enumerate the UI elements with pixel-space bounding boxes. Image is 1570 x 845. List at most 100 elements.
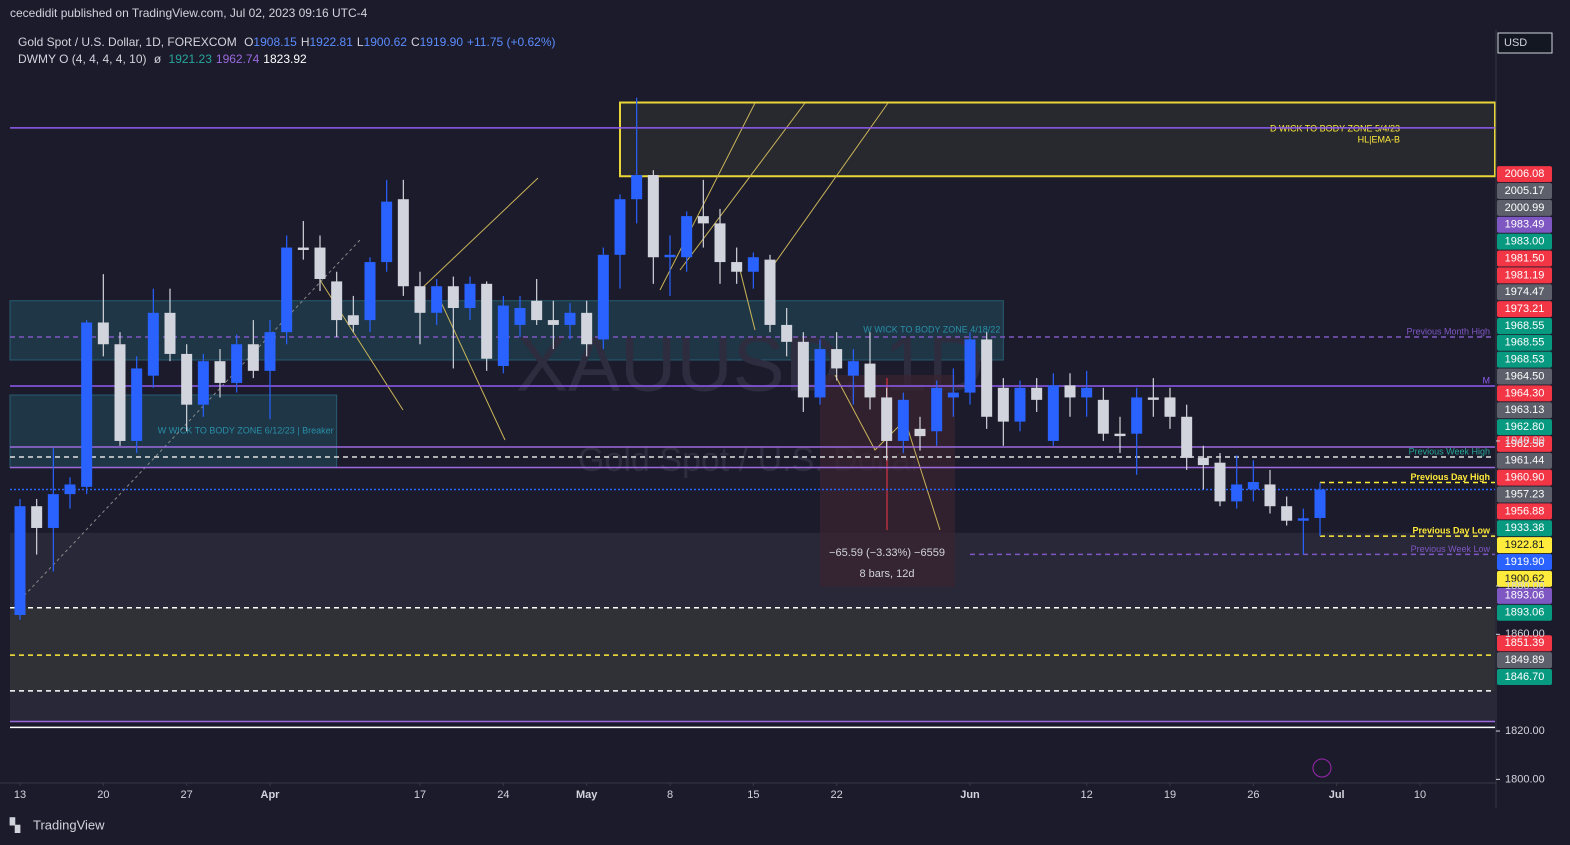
candle-body bbox=[631, 175, 643, 200]
y-tick-label: 1880.00 bbox=[1505, 580, 1545, 592]
price-tag bbox=[1497, 216, 1552, 233]
x-tick-label: 26 bbox=[1247, 789, 1259, 801]
price-tag bbox=[1497, 419, 1552, 436]
price-tag-label: 1893.06 bbox=[1505, 607, 1545, 619]
x-tick-label: 27 bbox=[181, 789, 193, 801]
indicator-symbol: ø bbox=[153, 52, 162, 66]
x-tick-label: Apr bbox=[261, 789, 281, 801]
candle-body bbox=[964, 339, 976, 393]
price-tag-label: 1919.90 bbox=[1505, 556, 1545, 568]
candle-body bbox=[597, 254, 609, 340]
candle-body bbox=[1114, 433, 1126, 437]
ohlc-value: 1900.62 bbox=[363, 35, 407, 49]
level-label: Previous Month High bbox=[1406, 326, 1490, 336]
candle-body bbox=[1231, 484, 1243, 502]
currency: USD bbox=[1504, 37, 1527, 49]
price-tag bbox=[1497, 199, 1552, 216]
x-tick-label: 20 bbox=[97, 789, 109, 801]
zone bbox=[10, 532, 1495, 608]
candle-body bbox=[1247, 482, 1259, 490]
price-tag bbox=[1497, 284, 1552, 301]
price-tag bbox=[1497, 182, 1552, 199]
price-tag-label: 1962.56 bbox=[1505, 438, 1545, 450]
price-tag bbox=[1497, 503, 1552, 520]
x-tick-label: Jul bbox=[1329, 789, 1345, 801]
price-tag-label: 1964.50 bbox=[1505, 370, 1545, 382]
ohlc-key: C bbox=[410, 35, 420, 49]
x-tick-label: 24 bbox=[497, 789, 509, 801]
candle-body bbox=[97, 322, 109, 345]
price-tag bbox=[1497, 368, 1552, 385]
price-tag-label: 1974.47 bbox=[1505, 286, 1545, 298]
x-tick-label: 22 bbox=[831, 789, 843, 801]
ohlc-value: 1922.81 bbox=[309, 35, 353, 49]
price-tag-label: 1961.44 bbox=[1505, 455, 1545, 467]
candle-body bbox=[64, 484, 76, 495]
candle-body bbox=[1264, 484, 1276, 507]
candle-body bbox=[914, 428, 926, 437]
price-tag bbox=[1497, 435, 1552, 452]
x-tick-label: 17 bbox=[414, 789, 426, 801]
candle-body bbox=[764, 259, 776, 325]
candle-body bbox=[297, 247, 309, 250]
candle-body bbox=[1014, 387, 1026, 422]
y-tick-label: 1820.00 bbox=[1505, 725, 1545, 737]
candle-body bbox=[897, 399, 909, 441]
price-tag-label: 1981.19 bbox=[1505, 269, 1545, 281]
candle-body bbox=[947, 392, 959, 398]
candle-body bbox=[747, 257, 759, 272]
ohlc-key: H bbox=[300, 35, 310, 49]
measure-text: 8 bars, 12d bbox=[859, 568, 914, 580]
price-tag-label: 1960.90 bbox=[1505, 472, 1545, 484]
flash-icon[interactable] bbox=[1312, 758, 1332, 778]
candle-body bbox=[781, 324, 793, 342]
candle-body bbox=[881, 397, 893, 441]
zone bbox=[9, 394, 338, 469]
price-tag bbox=[1497, 635, 1552, 652]
price-tag bbox=[1497, 301, 1552, 318]
level-label: M bbox=[1483, 375, 1491, 385]
zone bbox=[10, 607, 1495, 691]
currency-box[interactable] bbox=[1497, 32, 1553, 54]
price-tag bbox=[1497, 351, 1552, 368]
x-tick-label: Jun bbox=[960, 789, 980, 801]
price-tag-label: 1893.06 bbox=[1505, 590, 1545, 602]
candle-body bbox=[447, 286, 459, 308]
candle-body bbox=[397, 199, 409, 287]
candle-body bbox=[1064, 385, 1076, 398]
x-tick-label: 13 bbox=[14, 789, 26, 801]
price-tag bbox=[1497, 604, 1552, 621]
price-tag-label: 1851.39 bbox=[1505, 637, 1545, 649]
x-tick-label: 15 bbox=[747, 789, 759, 801]
price-tag bbox=[1497, 317, 1552, 334]
publisher: cecedidit published on TradingView.com, … bbox=[10, 6, 368, 20]
candle-body bbox=[131, 368, 143, 441]
candle-body bbox=[1031, 387, 1043, 400]
price-tag-label: 1968.55 bbox=[1505, 337, 1545, 349]
candle-body bbox=[31, 506, 43, 528]
price-tag-label: 1957.23 bbox=[1505, 488, 1545, 500]
logo-mark: ▚ bbox=[9, 816, 21, 833]
candle-body bbox=[731, 262, 743, 272]
candle-body bbox=[497, 305, 509, 367]
indicator-value: 1962.74 bbox=[215, 52, 260, 66]
level-label: Previous Week High bbox=[1409, 446, 1490, 456]
price-tag-label: 1956.88 bbox=[1505, 505, 1545, 517]
candle-body bbox=[464, 283, 476, 308]
candle-body bbox=[514, 307, 526, 325]
price-tag-label: 1983.49 bbox=[1505, 219, 1545, 231]
candle-body bbox=[1314, 489, 1326, 518]
candle-body bbox=[981, 339, 993, 417]
candle-body bbox=[47, 494, 59, 528]
ohlc-key: O bbox=[244, 35, 254, 49]
candle-body bbox=[1147, 397, 1159, 400]
x-tick-label: 10 bbox=[1414, 789, 1426, 801]
candle-body bbox=[997, 387, 1009, 422]
ohlc-value: 1908.15 bbox=[253, 35, 297, 49]
price-tag bbox=[1497, 554, 1552, 571]
candle-body bbox=[564, 312, 576, 325]
candle-body bbox=[1097, 399, 1109, 434]
price-tag-label: 1933.38 bbox=[1505, 522, 1545, 534]
